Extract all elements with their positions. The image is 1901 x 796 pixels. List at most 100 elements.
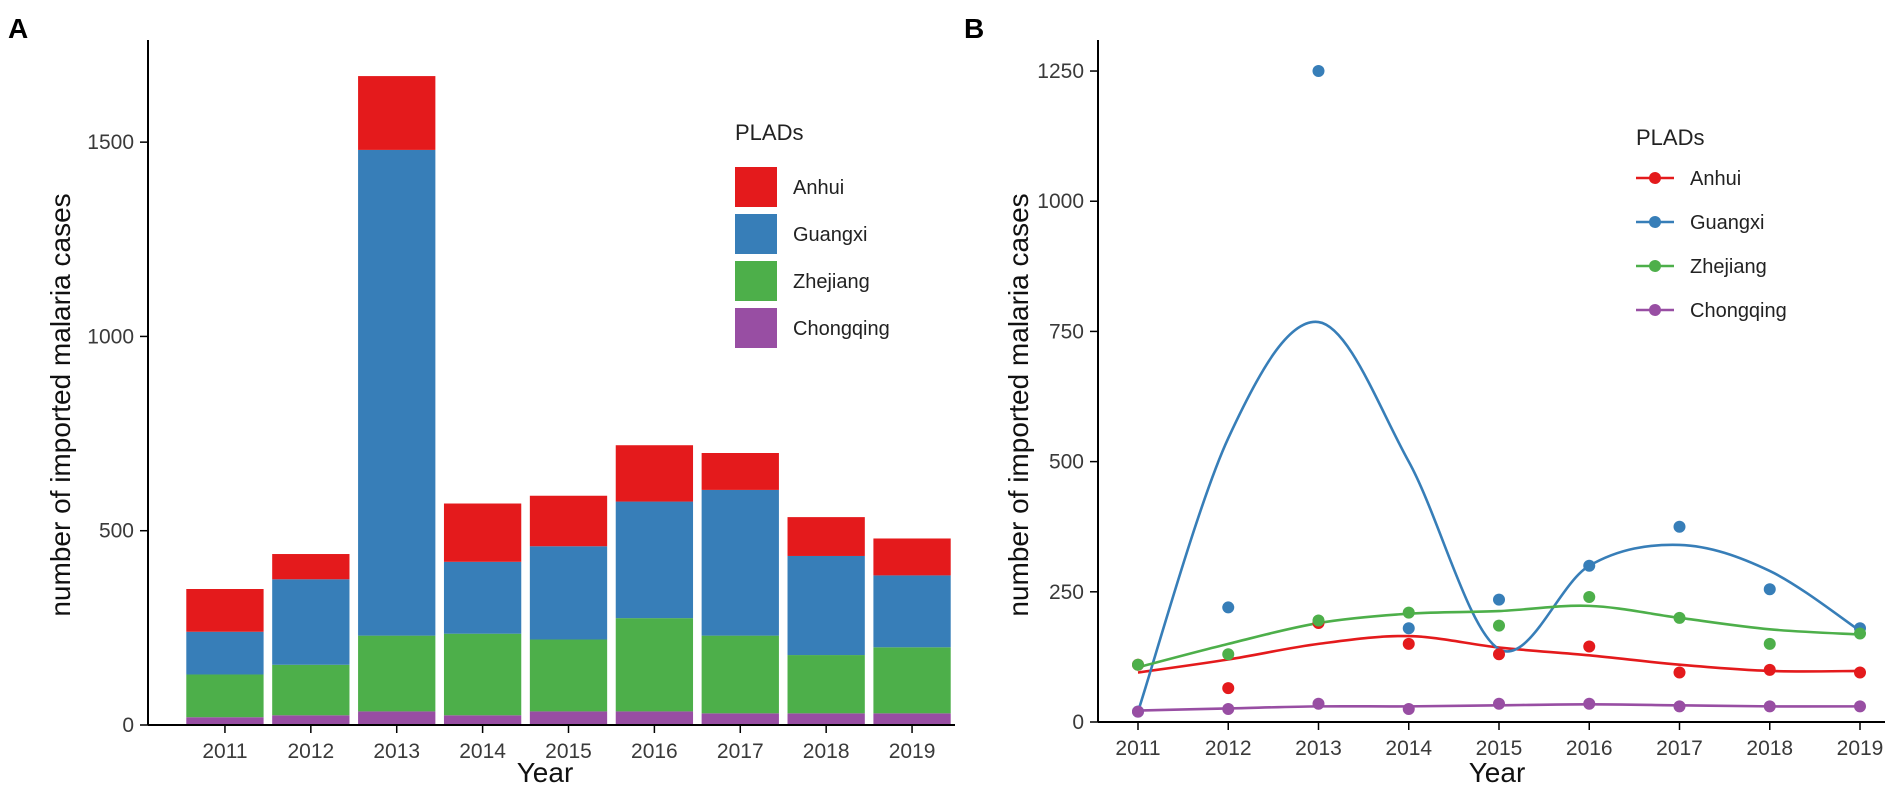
panel-b-axes: 0 250 500 750 1000 1250 2011 2012 2013 2014 2015 20…	[1037, 40, 1885, 760]
panel-b: B number of imported malaria cases Year …	[964, 13, 1885, 788]
panel-a-y-tick-label: 0	[122, 714, 134, 737]
panel-b-legend-key-point-zhejiang	[1649, 260, 1661, 272]
panel-a-legend-label: Chongqing	[793, 318, 890, 340]
point-anhui-2016	[1583, 640, 1596, 653]
point-guangxi-2012	[1222, 601, 1235, 614]
panel-b-x-tick-label: 2012	[1205, 737, 1252, 760]
panel-a-x-tick-label: 2018	[803, 740, 850, 763]
point-zhejiang-2016	[1583, 591, 1596, 604]
panel-b-x-axis-title: Year	[1469, 757, 1526, 788]
bar-anhui-2011	[186, 589, 264, 632]
panel-a-x-tick-label: 2019	[889, 740, 936, 763]
bar-zhejiang-2018	[787, 655, 865, 714]
panel-a-x-axis-title: Year	[517, 757, 574, 788]
point-chongqing-2016	[1583, 697, 1596, 710]
panel-b-legend-key-point-anhui	[1649, 172, 1661, 184]
bar-guangxi-2017	[701, 489, 779, 636]
panel-a: A number of imported malaria cases Year …	[8, 13, 955, 788]
point-anhui-2018	[1763, 663, 1776, 676]
point-anhui-2017	[1673, 666, 1686, 679]
panel-a-x-tick-label: 2014	[459, 740, 506, 763]
panel-b-legend-key-point-chongqing	[1649, 304, 1661, 316]
point-anhui-2012	[1222, 682, 1235, 695]
panel-a-axes: 0 500 1000 1500 2011 2012 2013 2014 2015 2016 2017…	[87, 40, 955, 763]
bar-guangxi-2015	[529, 546, 608, 640]
bar-anhui-2014	[443, 503, 522, 562]
panel-b-y-tick-label: 500	[1049, 451, 1084, 474]
bar-anhui-2016	[615, 445, 694, 502]
panel-a-bars	[186, 76, 951, 725]
point-zhejiang-2011	[1132, 658, 1144, 671]
panel-b-x-tick-label: 2011	[1115, 737, 1160, 760]
bar-anhui-2015	[529, 495, 608, 547]
point-chongqing-2015	[1493, 697, 1505, 710]
panel-a-y-tick-label: 1000	[87, 325, 134, 348]
point-chongqing-2014	[1402, 702, 1415, 715]
bar-guangxi-2016	[615, 501, 694, 619]
panel-b-y-tick-label: 750	[1049, 320, 1084, 343]
point-zhejiang-2015	[1493, 619, 1505, 632]
panel-b-lines	[1132, 65, 1866, 718]
point-chongqing-2012	[1222, 702, 1235, 715]
panel-b-x-tick-label: 2016	[1566, 737, 1613, 760]
point-zhejiang-2013	[1312, 614, 1325, 627]
panel-b-y-tick-label: 0	[1072, 711, 1084, 734]
panel-b-legend-label: Zhejiang	[1690, 256, 1767, 278]
bar-zhejiang-2015	[529, 639, 608, 712]
bar-zhejiang-2019	[873, 647, 951, 714]
panel-b-x-tick-label: 2014	[1385, 737, 1432, 760]
point-zhejiang-2019	[1854, 627, 1866, 640]
panel-a-y-axis-title: number of imported malaria cases	[45, 193, 76, 616]
panel-b-x-tick-label: 2018	[1746, 737, 1793, 760]
point-chongqing-2018	[1763, 700, 1776, 713]
point-chongqing-2019	[1854, 700, 1866, 713]
point-zhejiang-2014	[1402, 606, 1415, 619]
panel-b-label: B	[964, 13, 984, 44]
panel-a-legend-title: PLADs	[735, 120, 803, 145]
panel-b-x-tick-label: 2019	[1837, 737, 1884, 760]
bar-chongqing-2012	[272, 715, 350, 725]
bar-chongqing-2018	[787, 713, 865, 725]
point-anhui-2019	[1854, 666, 1866, 679]
bar-zhejiang-2012	[272, 664, 350, 716]
bar-zhejiang-2016	[615, 618, 694, 712]
point-zhejiang-2017	[1673, 611, 1686, 624]
panel-a-legend-key-zhejiang	[735, 261, 777, 301]
panel-b-y-tick-label: 1000	[1037, 190, 1084, 213]
panel-b-legend-label: Anhui	[1690, 168, 1741, 190]
panel-a-x-tick-label: 2017	[717, 740, 764, 763]
bar-anhui-2012	[272, 554, 350, 580]
panel-b-x-tick-label: 2017	[1656, 737, 1703, 760]
point-guangxi-2016	[1583, 559, 1596, 572]
point-guangxi-2013	[1312, 65, 1325, 78]
line-anhui	[1137, 634, 1861, 674]
point-anhui-2014	[1402, 637, 1415, 650]
bar-anhui-2017	[701, 453, 779, 490]
panel-a-y-tick-label: 500	[99, 520, 134, 543]
panel-b-legend-key-point-guangxi	[1649, 216, 1661, 228]
panel-b-x-tick-label: 2013	[1295, 737, 1342, 760]
bar-chongqing-2011	[186, 717, 264, 725]
bar-guangxi-2019	[873, 575, 951, 648]
bar-anhui-2013	[358, 76, 436, 150]
panel-b-legend-title: PLADs	[1636, 125, 1704, 150]
panel-b-y-tick-label: 250	[1049, 581, 1084, 604]
line-guangxi	[1136, 320, 1861, 712]
point-guangxi-2014	[1402, 622, 1415, 635]
bar-guangxi-2018	[787, 555, 865, 656]
bar-zhejiang-2011	[186, 674, 264, 718]
panel-a-x-tick-label: 2011	[202, 740, 247, 763]
bar-chongqing-2016	[615, 711, 694, 725]
panel-a-y-tick-label: 1500	[87, 131, 134, 154]
bar-chongqing-2017	[701, 713, 779, 725]
point-zhejiang-2018	[1763, 637, 1776, 650]
bar-chongqing-2013	[358, 711, 436, 725]
panel-a-x-tick-label: 2013	[373, 740, 420, 763]
bar-zhejiang-2013	[358, 635, 436, 712]
bar-zhejiang-2017	[701, 635, 779, 714]
point-guangxi-2018	[1763, 583, 1776, 596]
panel-b-legend: PLADs Anhui Guangxi Zhejiang Chongqing	[1636, 125, 1787, 322]
panel-a-x-tick-label: 2015	[545, 740, 592, 763]
point-chongqing-2013	[1312, 697, 1325, 710]
line-zhejiang	[1137, 604, 1861, 669]
